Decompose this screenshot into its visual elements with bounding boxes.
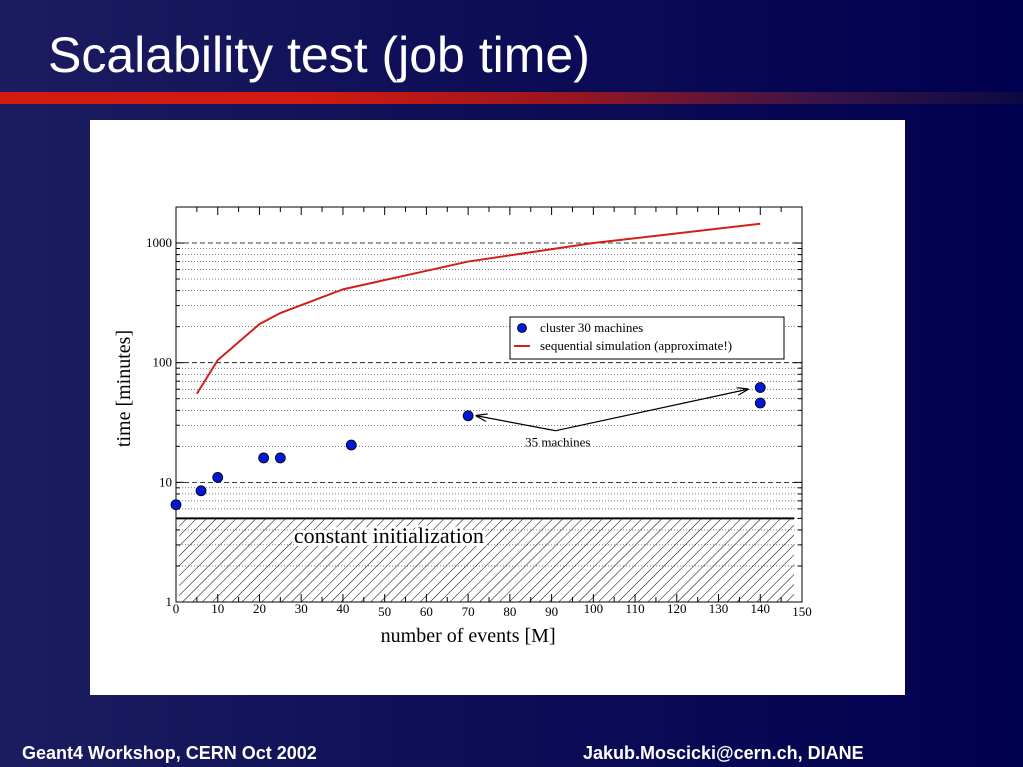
legend-cluster-label: cluster 30 machines <box>540 320 643 335</box>
x-tick-label: 50 <box>378 604 391 619</box>
data-point <box>274 452 286 464</box>
machines-annotation: 35 machines <box>525 435 590 450</box>
x-tick-label: 80 <box>503 604 516 619</box>
legend-box <box>509 316 785 360</box>
annotation-arrow <box>555 389 748 432</box>
grid-lines <box>176 206 802 567</box>
x-tick-label: 140 <box>751 601 771 616</box>
y-tick-label: 1 <box>166 594 173 609</box>
data-point <box>754 397 766 409</box>
x-axis-tick-labels: 0 10 20 30 40 50 60 70 80 90 100 110 120 130 140 150 <box>173 601 812 619</box>
x-tick-label: 20 <box>253 601 266 616</box>
chart-legend: cluster 30 machines sequential simulatio… <box>509 316 785 360</box>
y-axis-tick-labels: 1 10 100 1000 <box>146 235 172 609</box>
data-point <box>754 382 766 393</box>
y-axis-label: time [minutes] <box>113 330 135 447</box>
cluster-points <box>170 382 766 511</box>
y-tick-label: 10 <box>159 474 172 489</box>
sequential-simulation-line <box>196 222 761 395</box>
title-underline-bar <box>0 92 1023 104</box>
constant-initialization-region <box>179 518 794 602</box>
legend-cluster-marker <box>517 323 527 333</box>
data-point <box>345 439 357 451</box>
x-tick-label: 40 <box>336 601 349 616</box>
x-tick-label: 30 <box>295 601 308 616</box>
data-point <box>212 471 224 483</box>
constant-initialization-label: constant initialization <box>294 523 484 548</box>
data-point <box>462 410 474 422</box>
y-tick-label: 1000 <box>146 235 172 250</box>
legend-sequential-label: sequential simulation (approximate!) <box>540 338 732 353</box>
x-tick-label: 90 <box>545 604 558 619</box>
footer-event: Geant4 Workshop, CERN Oct 2002 <box>22 743 317 763</box>
y-tick-label: 100 <box>153 355 173 370</box>
axis-ticks <box>175 206 803 603</box>
x-tick-label: 150 <box>792 604 812 619</box>
data-point <box>170 499 182 511</box>
x-tick-label: 70 <box>462 604 475 619</box>
x-tick-label: 0 <box>173 601 180 616</box>
footer-author: Jakub.Moscicki@cern.ch, DIANE <box>583 743 864 763</box>
x-tick-label: 100 <box>584 601 604 616</box>
slide-title: Scalability test (job time) <box>48 27 590 83</box>
x-tick-label: 130 <box>709 601 729 616</box>
x-axis-label: number of events [M] <box>381 625 556 647</box>
x-tick-label: 120 <box>667 601 687 616</box>
machines-arrows <box>476 389 748 432</box>
data-point <box>258 452 270 464</box>
x-tick-label: 110 <box>626 601 645 616</box>
data-point <box>195 485 207 497</box>
x-tick-label: 60 <box>420 604 433 619</box>
chart-svg: 0 10 20 30 40 50 60 70 80 90 100 110 120 130 140 150 11… <box>113 206 812 647</box>
x-tick-label: 10 <box>211 601 224 616</box>
annotation-arrow <box>476 416 556 432</box>
